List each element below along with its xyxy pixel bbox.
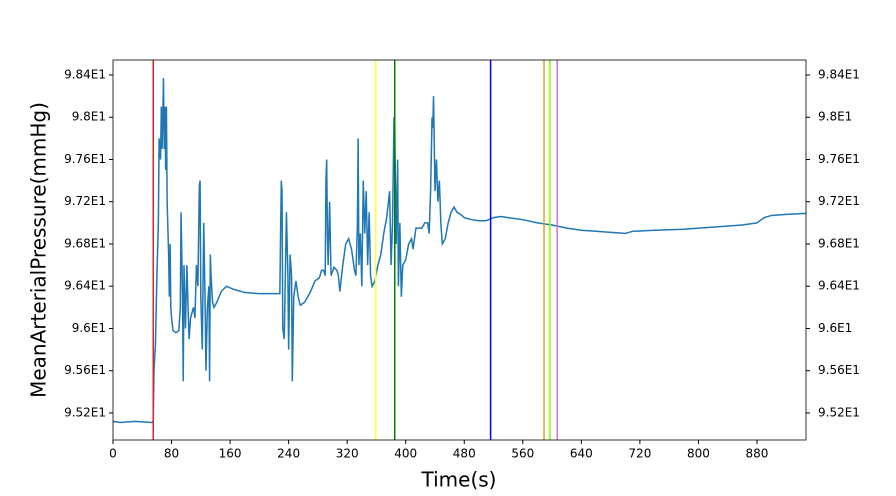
x-axis-title: Time(s) bbox=[421, 468, 497, 492]
x-tick-label: 640 bbox=[570, 447, 593, 461]
plot-frame bbox=[112, 59, 807, 441]
y-tick-label: 9.52E1 bbox=[64, 405, 106, 419]
x-tick-label: 80 bbox=[164, 447, 179, 461]
y-tick-label: 9.64E1 bbox=[64, 279, 106, 293]
y2-tick-label: 9.52E1 bbox=[818, 405, 860, 419]
y-tick-label: 9.68E1 bbox=[64, 236, 106, 250]
x-tick-label: 720 bbox=[628, 447, 651, 461]
y2-tick-label: 9.6E1 bbox=[818, 321, 852, 335]
y-axis-title: MeanArterialPressure(mmHg) bbox=[27, 102, 51, 398]
x-tick-label: 160 bbox=[219, 447, 242, 461]
x-tick-label: 480 bbox=[453, 447, 476, 461]
x-tick-label: 240 bbox=[277, 447, 300, 461]
x-tick-label: 320 bbox=[336, 447, 359, 461]
x-tick-label: 400 bbox=[394, 447, 417, 461]
y2-tick-label: 9.68E1 bbox=[818, 236, 860, 250]
x-tick-label: 0 bbox=[109, 447, 117, 461]
y-tick-label: 9.76E1 bbox=[64, 152, 106, 166]
y-tick-label: 9.56E1 bbox=[64, 363, 106, 377]
y2-tick-label: 9.64E1 bbox=[818, 279, 860, 293]
y-tick-label: 9.8E1 bbox=[72, 110, 106, 124]
y2-tick-label: 9.8E1 bbox=[818, 110, 852, 124]
y2-tick-label: 9.56E1 bbox=[818, 363, 860, 377]
x-tick-label: 880 bbox=[746, 447, 769, 461]
y-tick-label: 9.72E1 bbox=[64, 194, 106, 208]
x-tick-label: 560 bbox=[511, 447, 534, 461]
y2-tick-label: 9.84E1 bbox=[818, 67, 860, 81]
y-tick-label: 9.84E1 bbox=[64, 67, 106, 81]
y-tick-label: 9.6E1 bbox=[72, 321, 106, 335]
data-line bbox=[112, 78, 807, 424]
y2-tick-label: 9.76E1 bbox=[818, 152, 860, 166]
x-tick-label: 800 bbox=[687, 447, 710, 461]
y2-tick-label: 9.72E1 bbox=[818, 194, 860, 208]
